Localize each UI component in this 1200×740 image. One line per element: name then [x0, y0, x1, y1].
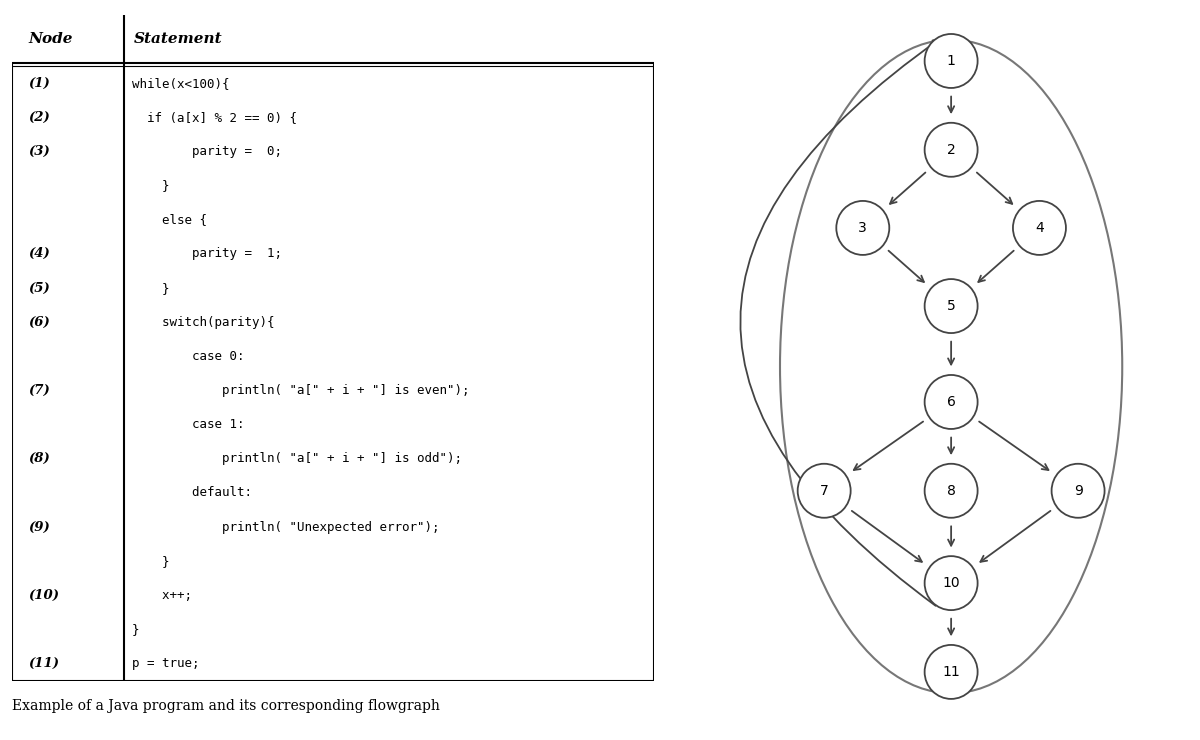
Text: }: } [132, 179, 169, 192]
Text: if (a[x] % 2 == 0) {: if (a[x] % 2 == 0) { [132, 111, 298, 124]
Text: println( "a[" + i + "] is even");: println( "a[" + i + "] is even"); [132, 384, 469, 397]
Text: (9): (9) [28, 521, 50, 534]
Text: 6: 6 [947, 395, 955, 409]
Text: Statement: Statement [134, 32, 223, 46]
Ellipse shape [1051, 464, 1104, 518]
Text: (10): (10) [28, 589, 59, 602]
Text: 5: 5 [947, 299, 955, 313]
Text: case 0:: case 0: [132, 350, 245, 363]
Ellipse shape [925, 556, 978, 610]
Ellipse shape [1013, 201, 1066, 255]
Text: else {: else { [132, 213, 208, 226]
Text: switch(parity){: switch(parity){ [132, 316, 275, 329]
Text: Example of a Java program and its corresponding flowgraph: Example of a Java program and its corres… [12, 699, 440, 713]
Text: 4: 4 [1036, 221, 1044, 235]
Text: 1: 1 [947, 54, 955, 68]
Text: (4): (4) [28, 247, 50, 260]
Bar [12, 15, 654, 63]
Text: }: } [132, 281, 169, 295]
Text: (6): (6) [28, 316, 50, 329]
Text: parity =  0;: parity = 0; [132, 145, 282, 158]
Ellipse shape [925, 279, 978, 333]
Text: default:: default: [132, 486, 252, 500]
Text: p = true;: p = true; [132, 657, 199, 670]
Text: case 1:: case 1: [132, 418, 245, 431]
Text: 3: 3 [858, 221, 868, 235]
Text: (7): (7) [28, 384, 50, 397]
Text: println( "Unexpected error");: println( "Unexpected error"); [132, 521, 439, 534]
Text: 8: 8 [947, 484, 955, 498]
Ellipse shape [925, 645, 978, 699]
Text: }: } [132, 623, 139, 636]
Text: while(x<100){: while(x<100){ [132, 77, 229, 90]
Text: 10: 10 [942, 576, 960, 590]
Text: x++;: x++; [132, 589, 192, 602]
Ellipse shape [798, 464, 851, 518]
Text: (3): (3) [28, 145, 50, 158]
Text: 11: 11 [942, 665, 960, 679]
Text: (1): (1) [28, 77, 50, 90]
Ellipse shape [925, 464, 978, 518]
Text: 9: 9 [1074, 484, 1082, 498]
Ellipse shape [925, 375, 978, 429]
Text: (5): (5) [28, 281, 50, 295]
Text: println( "a[" + i + "] is odd");: println( "a[" + i + "] is odd"); [132, 452, 462, 465]
Ellipse shape [925, 123, 978, 177]
Text: (2): (2) [28, 111, 50, 124]
Ellipse shape [836, 201, 889, 255]
Ellipse shape [925, 34, 978, 88]
Text: 7: 7 [820, 484, 828, 498]
Text: 2: 2 [947, 143, 955, 157]
Text: (8): (8) [28, 452, 50, 465]
Text: parity =  1;: parity = 1; [132, 247, 282, 260]
Text: Node: Node [28, 32, 72, 46]
Text: }: } [132, 555, 169, 568]
Text: (11): (11) [28, 657, 59, 670]
